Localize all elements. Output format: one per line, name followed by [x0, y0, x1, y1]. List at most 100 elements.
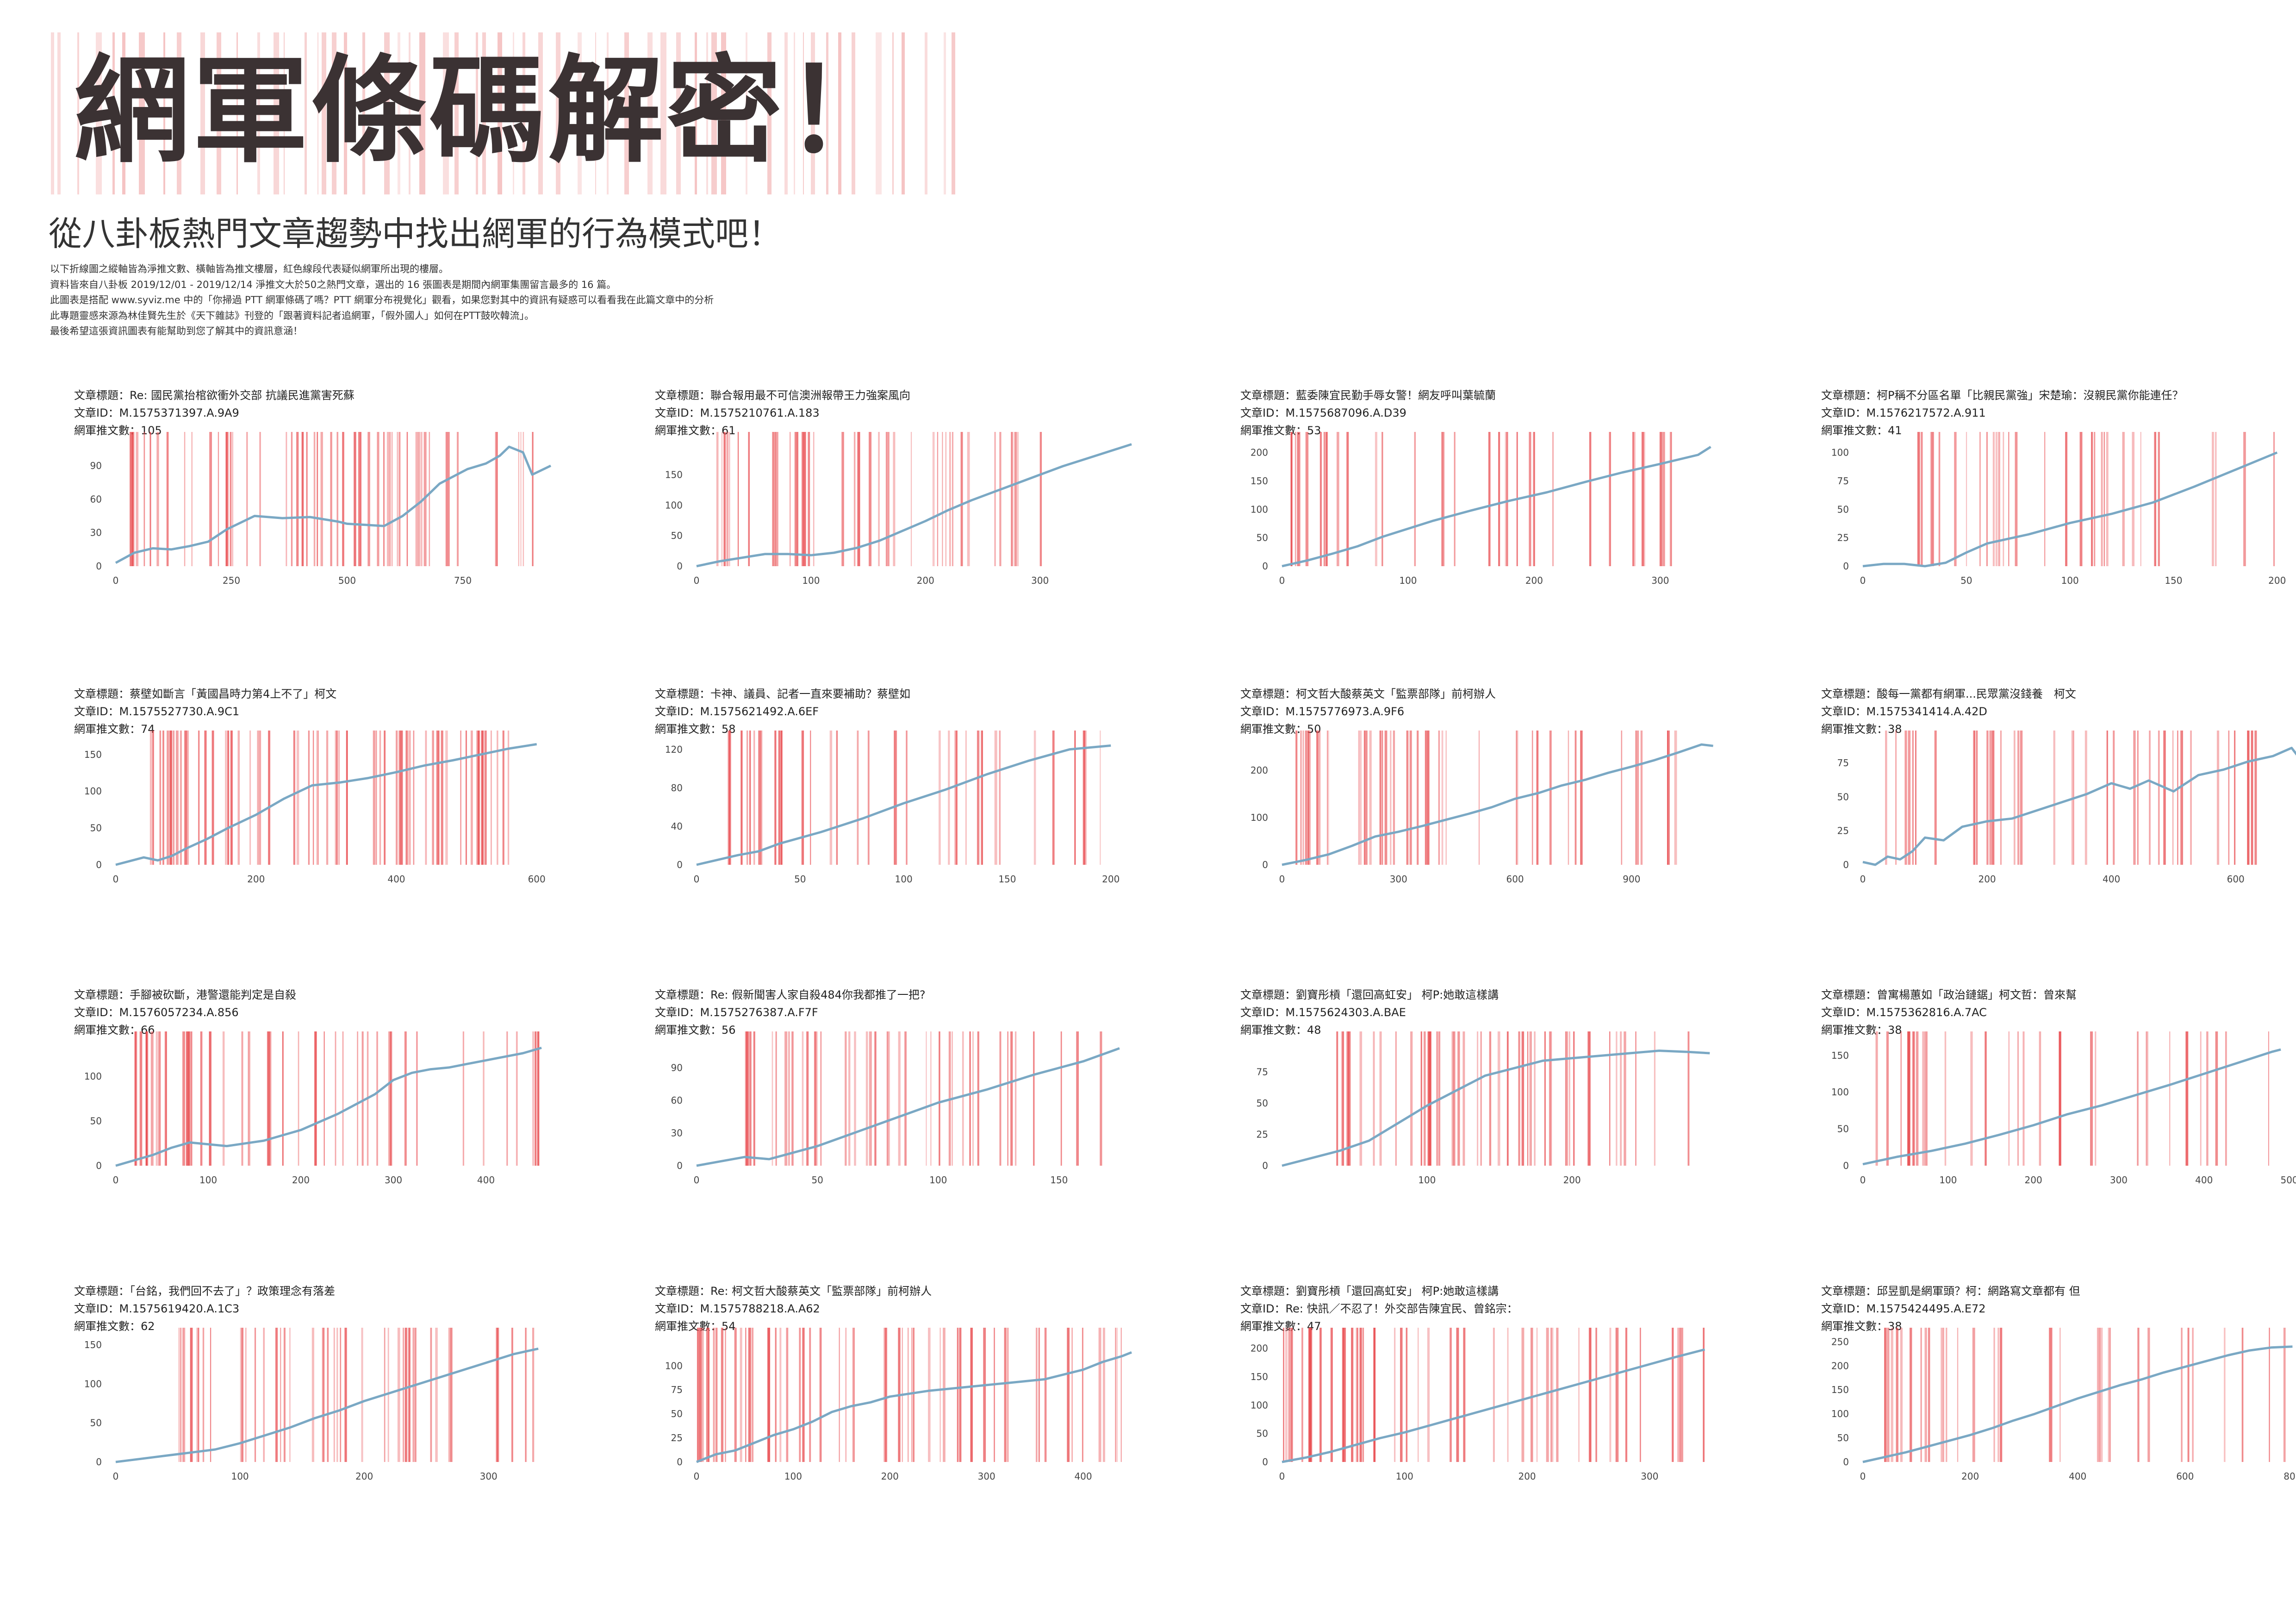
army-count: 網軍推文數：61	[655, 424, 736, 437]
intro-line: 此圖表是搭配 www.syviz.me 中的「你掃過 PTT 網軍條碼了嗎？PT…	[50, 294, 714, 306]
article-title: 文章標題：劉寶彤槓「還回高虹安」 柯P:她敢這樣講	[1240, 988, 1499, 1001]
title-bar	[200, 32, 205, 194]
army-floor-bar	[1102, 1328, 1105, 1462]
army-floor-bar	[814, 1031, 816, 1166]
y-tick-label: 50	[1257, 532, 1268, 543]
x-tick-label: 0	[694, 874, 700, 885]
army-floor-bar	[808, 432, 810, 566]
chart-panel: 文章標題：Re: 柯文哲大酸蔡英文「監票部隊」前柯辦人 文章ID：M.157578…	[632, 1282, 1155, 1542]
army-floor-bar	[2200, 1031, 2202, 1166]
army-floor-bar	[1920, 432, 1923, 566]
army-floor-bar	[259, 731, 261, 865]
army-floor-bar	[306, 432, 308, 566]
title-bar	[482, 32, 486, 194]
x-tick-label: 200	[1525, 575, 1543, 586]
army-floor-bar	[1632, 432, 1636, 566]
army-floor-bar	[942, 432, 943, 566]
x-tick-label: 100	[1399, 575, 1417, 586]
army-floor-bar	[259, 432, 261, 566]
x-tick-label: 300	[978, 1471, 996, 1482]
article-id: 文章ID：M.1575341414.A.42D	[1821, 705, 1987, 718]
army-floor-bar	[728, 731, 731, 865]
army-floor-bar	[747, 731, 748, 865]
army-floor-bar	[404, 1031, 407, 1166]
army-floor-bar	[893, 432, 896, 566]
army-floor-bar	[784, 1031, 788, 1166]
army-floor-bar	[806, 1031, 809, 1166]
army-floor-bar	[412, 1328, 414, 1462]
army-floor-bar	[1970, 1031, 1973, 1166]
army-floor-bar	[2108, 1328, 2111, 1462]
army-floor-bar	[212, 731, 214, 865]
net-push-line	[1282, 1348, 1705, 1463]
y-tick-label: 40	[671, 821, 683, 832]
army-floor-bar	[1986, 731, 1989, 865]
title-bar	[944, 32, 946, 194]
army-floor-bar	[2190, 731, 2192, 865]
army-floor-bar	[1297, 432, 1300, 566]
army-floor-bar	[478, 731, 480, 865]
army-count: 網軍推文數：48	[1240, 1024, 1321, 1037]
army-floor-bar	[1578, 1328, 1580, 1462]
army-floor-bar	[1450, 1328, 1452, 1462]
article-meta: 文章標題：Re: 假新聞害人家自殺484你我都推了一把? 文章ID：M.15752…	[655, 986, 926, 1039]
chart-panel: 文章標題：劉寶彤槓「還回高虹安」 柯P:她敢這樣講 文章ID：M.15756243…	[1217, 986, 1740, 1245]
army-floor-bar	[2172, 731, 2174, 865]
army-floor-bar	[186, 1031, 188, 1166]
army-floor-bar	[994, 731, 997, 865]
army-floor-bar	[445, 432, 448, 566]
intro-line: 資料皆來自八卦板 2019/12/01 - 2019/12/14 淨推文大於50…	[50, 279, 616, 290]
title-bar	[384, 32, 390, 194]
army-floor-bar	[1884, 1328, 1887, 1462]
army-floor-bar	[1283, 1328, 1284, 1462]
title-bar	[826, 32, 828, 194]
army-floor-bar	[806, 1031, 808, 1166]
title-bar	[305, 32, 307, 194]
army-floor-bar	[534, 1031, 537, 1166]
army-floor-bar	[196, 1328, 199, 1462]
title-bar	[96, 32, 102, 194]
army-floor-bar	[1589, 432, 1592, 566]
y-tick-label: 0	[1262, 1160, 1268, 1171]
army-floor-bar	[1672, 1328, 1674, 1462]
article-title: 文章標題：Re: 假新聞害人家自殺484你我都推了一把?	[655, 988, 926, 1001]
army-floor-bar	[1565, 1031, 1567, 1166]
army-floor-bar	[415, 432, 418, 566]
x-tick-label: 400	[477, 1174, 495, 1186]
army-floor-bar	[1394, 1328, 1396, 1462]
army-floor-bar	[1477, 1031, 1479, 1166]
title-bar	[443, 32, 449, 194]
army-floor-bar	[2181, 1328, 2183, 1462]
army-floor-bar	[886, 1031, 889, 1166]
army-floor-bar	[1957, 1328, 1959, 1462]
army-floor-bar	[1424, 1031, 1426, 1166]
army-floor-bar	[282, 1031, 284, 1166]
army-floor-bar	[2020, 731, 2023, 865]
article-id: 文章ID：Re: 快訊／不忍了！外交部告陳宜民、曾銘宗：	[1240, 1302, 1518, 1315]
title-bar	[51, 32, 54, 194]
army-floor-bar	[209, 432, 212, 566]
army-floor-bar	[1337, 1031, 1338, 1166]
army-floor-bar	[799, 1328, 801, 1462]
title-bar	[274, 32, 279, 194]
chart-panel: 文章標題：手腳被砍斷，港警還能判定是自殺 文章ID：M.1576057234.A.…	[51, 986, 574, 1245]
army-floor-bar	[904, 1031, 907, 1166]
army-floor-bar	[150, 1031, 154, 1166]
army-floor-bar	[267, 1031, 269, 1166]
article-title: 文章標題：「台銘，我們回不去了」？政策理念有落差	[74, 1285, 335, 1298]
y-tick-label: 150	[84, 1339, 102, 1350]
army-floor-bar	[275, 1328, 278, 1462]
net-push-line	[115, 445, 552, 564]
army-floor-bar	[425, 731, 427, 865]
x-tick-label: 300	[2110, 1174, 2128, 1186]
x-tick-label: 200	[917, 575, 934, 586]
army-floor-bar	[1609, 432, 1611, 566]
army-floor-bar	[895, 731, 897, 865]
trend-chart: 0 50 100 150 0 100 200 300	[665, 432, 1132, 586]
y-tick-label: 0	[1262, 561, 1268, 572]
army-floor-bar	[388, 432, 391, 566]
y-tick-label: 50	[90, 1116, 102, 1127]
army-floor-bar	[254, 1328, 256, 1462]
army-count: 網軍推文數：47	[1240, 1320, 1321, 1333]
army-floor-bar	[2090, 1031, 2093, 1166]
